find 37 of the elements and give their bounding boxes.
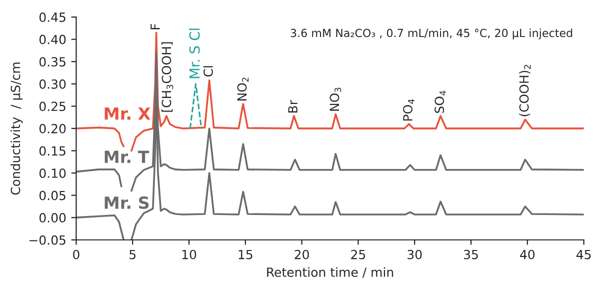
annotation: Cl [203,66,213,77]
x-tick-label: 20 [294,250,309,260]
annotation: [CH$_{3}$COOH] [162,42,174,112]
annotation: (COOH)$_{2}$ [519,64,531,116]
y-tick-label: 0.45 [39,12,66,22]
y-tick-label: 0.15 [39,146,66,156]
text: Mr. S Cl [189,28,200,78]
series-label: Mr. S [104,196,149,210]
y-tick-label: 0.00 [39,213,66,223]
y-tick-label: 0.05 [39,190,66,200]
y-tick-label: −0.05 [29,235,66,245]
annotation: NO$_{3}$ [330,88,342,111]
x-tick-label: 40 [520,250,535,260]
annotation: F [150,24,160,30]
x-tick-label: 5 [130,250,136,260]
x-tick-label: 15 [238,250,252,260]
x-tick-label: 0 [73,250,80,260]
x-tick-label: 25 [351,250,366,260]
annotation: PO$_{4}$ [403,99,414,121]
series-label: Mr. T [104,150,150,163]
x-tick-label: 35 [464,250,478,260]
y-tick-label: 0.40 [39,34,66,44]
series-label: Mr. X [104,107,150,120]
y-tick-label: 0.30 [39,79,66,89]
y-axis-title: Conductivity / μS/cm [10,62,23,195]
annotation: NO$_{2}$ [237,78,249,100]
annotation: 3.6 mM Na₂CO₃ , 0.7 mL/min, 45 °C, 20 μL injected [290,28,572,40]
x-tick-label: 30 [408,250,422,260]
y-tick-label: 0.25 [39,102,66,112]
y-tick-label: 0.20 [39,124,66,134]
x-axis-title: Retention time / min [267,267,394,278]
x-tick-label: 10 [182,250,196,260]
y-tick-label: 0.10 [39,168,66,178]
annotation: Br [288,100,298,113]
x-tick-label: 45 [576,250,591,260]
annotation: SO$_{4}$ [434,90,446,113]
y-tick-label: 0.35 [39,57,66,67]
